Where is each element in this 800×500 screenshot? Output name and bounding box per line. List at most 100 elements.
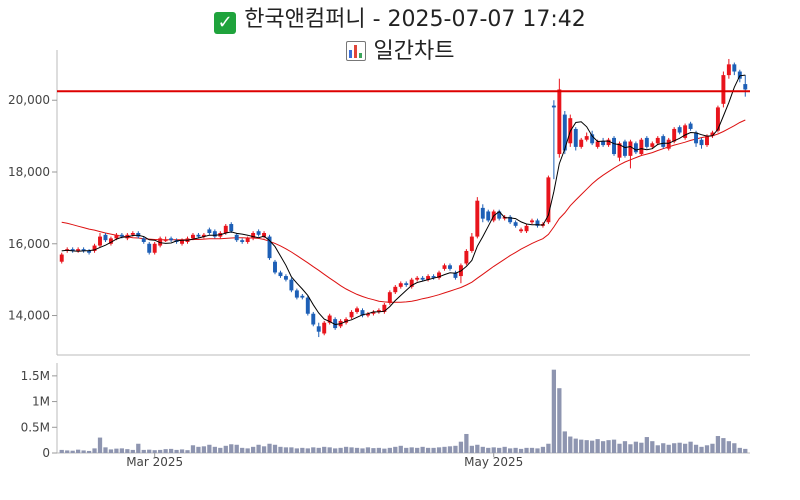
candlestick: [158, 236, 163, 248]
volume-bar: [535, 448, 540, 453]
volume-bar: [420, 446, 425, 453]
candle-body: [289, 279, 294, 291]
candle-body: [294, 290, 299, 298]
x-tick-label: Mar 2025: [126, 455, 183, 469]
candlestick: [622, 139, 627, 158]
candle-body: [612, 137, 616, 155]
candlestick: [573, 127, 578, 151]
candle-body: [130, 233, 135, 235]
candle-body: [453, 272, 458, 278]
volume-bar: [584, 440, 589, 453]
candlestick: [743, 75, 748, 97]
volume-bar: [327, 447, 332, 453]
volume-panel: 0 0.5M 1M 1.5M: [21, 363, 750, 460]
candle-body: [273, 261, 277, 273]
volume-bar: [59, 449, 64, 453]
candle-body: [710, 132, 715, 137]
volume-bar: [715, 436, 721, 453]
candle-body: [108, 238, 113, 244]
candle-body: [530, 220, 534, 223]
volume-bar: [311, 447, 316, 453]
volume-bar: [661, 443, 666, 453]
candle-body: [628, 141, 633, 156]
volume-bar: [65, 450, 70, 453]
candlestick: [283, 274, 288, 282]
volume-bar: [163, 449, 168, 453]
candle-body: [469, 236, 474, 251]
volume-bar: [475, 444, 480, 453]
candlestick: [442, 263, 447, 271]
candlestick: [464, 249, 469, 266]
candlestick: [612, 136, 616, 156]
volume-bar: [245, 448, 250, 453]
candlestick: [141, 236, 146, 244]
chart-title: ✓ 한국앤컴퍼니 - 2025-07-07 17:42: [0, 1, 800, 34]
volume-bar: [168, 448, 174, 453]
candlestick: [382, 302, 387, 314]
volume-bar: [70, 450, 75, 453]
volume-bar: [529, 447, 535, 453]
volume-bar: [229, 444, 234, 453]
volume-tick-label: 0: [42, 446, 50, 460]
check-mark-icon: ✓: [214, 12, 237, 34]
volume-tick-label: 0.5M: [21, 420, 50, 434]
candle-body: [721, 75, 726, 104]
candlestick: [601, 137, 606, 147]
candle-body: [524, 225, 529, 232]
volume-bar: [376, 447, 382, 453]
volume-bar: [682, 443, 688, 453]
candle-body: [475, 200, 480, 237]
candle-body: [141, 238, 146, 242]
candle-body: [415, 277, 420, 280]
candlestick: [453, 270, 458, 280]
volume-bar: [491, 447, 496, 453]
candle-body: [437, 272, 442, 278]
x-tick-label: May 2025: [464, 455, 523, 469]
volume-bar: [267, 443, 272, 453]
volume-bar: [261, 446, 267, 453]
candle-body: [256, 231, 261, 235]
candlestick: [267, 234, 272, 260]
candlestick: [639, 137, 644, 156]
candle-body: [223, 225, 228, 233]
candle-body: [661, 136, 666, 147]
volume-bar: [644, 437, 649, 453]
candle-body: [245, 238, 250, 242]
price-panel: 14,000 16,000 18,000 20,000: [8, 50, 750, 356]
candle-body: [59, 254, 64, 262]
candle-body: [322, 322, 327, 334]
candle-body: [633, 143, 638, 153]
candle-body: [513, 222, 518, 226]
volume-bar: [595, 439, 600, 453]
volume-bar: [158, 449, 163, 453]
candlestick: [59, 252, 64, 264]
candle-body: [251, 233, 256, 239]
candlestick: [70, 247, 75, 253]
volume-bar: [398, 445, 403, 453]
candle-body: [201, 234, 206, 237]
candlestick: [229, 222, 234, 233]
candle-body: [683, 125, 688, 138]
candlestick: [289, 277, 294, 293]
candle-body: [76, 249, 81, 251]
volume-bar: [453, 445, 458, 453]
volume-bar: [579, 439, 584, 453]
candle-body: [688, 123, 693, 129]
chart-title-text: 한국앤컴퍼니 - 2025-07-07 17:42: [244, 7, 586, 32]
candlestick: [245, 236, 250, 244]
candle-body: [699, 139, 704, 146]
candlestick: [234, 233, 239, 242]
volume-bar: [524, 447, 529, 453]
candle-body: [694, 132, 699, 144]
candle-body: [551, 105, 556, 108]
volume-bar: [737, 447, 742, 453]
volume-bar: [721, 438, 726, 453]
volume-bar: [136, 443, 141, 453]
candlestick: [147, 241, 152, 255]
candle-body: [442, 265, 447, 269]
volume-bar: [628, 444, 633, 453]
candle-body: [355, 308, 359, 312]
candle-body: [283, 276, 288, 280]
candle-body: [420, 277, 425, 280]
